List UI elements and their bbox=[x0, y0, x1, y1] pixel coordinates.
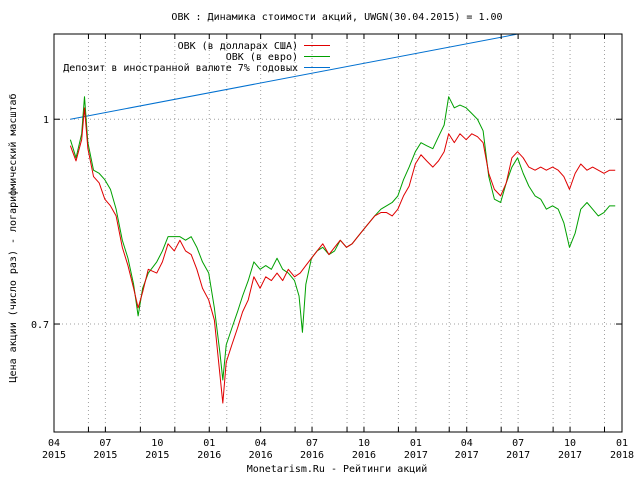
legend-label: OBK (в долларах США) bbox=[178, 41, 298, 52]
x-tick-label-year: 2018 bbox=[610, 450, 634, 461]
legend-label: Депозит в иностранной валюте 7% годовых bbox=[63, 62, 298, 74]
x-tick-label-month: 04 bbox=[48, 438, 60, 449]
chart-title: OBK : Динамика стоимости акций, UWGN(30.… bbox=[171, 11, 502, 23]
y-axis-title: Цена акции (число раз) - логарифмический… bbox=[7, 94, 19, 383]
x-tick-label-month: 07 bbox=[306, 438, 318, 449]
x-tick-label-year: 2015 bbox=[42, 450, 66, 461]
series-line bbox=[70, 34, 521, 120]
x-tick-label-month: 10 bbox=[151, 438, 163, 449]
axis-layer: 10.7042015072015102015012016042016072016… bbox=[31, 33, 634, 461]
x-tick-label-month: 10 bbox=[358, 438, 370, 449]
series-line bbox=[69, 107, 616, 404]
grid-layer bbox=[54, 34, 622, 432]
x-tick-label-year: 2016 bbox=[352, 450, 376, 461]
x-tick-label-year: 2017 bbox=[404, 450, 428, 461]
x-tick-label-month: 07 bbox=[512, 438, 524, 449]
x-tick-label-month: 01 bbox=[616, 438, 628, 449]
x-tick-label-year: 2017 bbox=[558, 450, 582, 461]
y-tick-label: 0.7 bbox=[31, 320, 49, 331]
legend: OBK (в долларах США)OBK (в евро)Депозит … bbox=[63, 41, 330, 74]
series-layer bbox=[69, 34, 616, 404]
x-tick-label-month: 04 bbox=[461, 438, 473, 449]
x-tick-label-year: 2015 bbox=[93, 450, 117, 461]
x-tick-label-year: 2017 bbox=[506, 450, 530, 461]
x-tick-label-month: 01 bbox=[203, 438, 215, 449]
x-tick-label-year: 2016 bbox=[300, 450, 324, 461]
x-tick-label-month: 10 bbox=[564, 438, 576, 449]
plot-border bbox=[53, 33, 623, 433]
x-tick-label-month: 04 bbox=[255, 438, 267, 449]
x-tick-label-month: 07 bbox=[99, 438, 111, 449]
x-axis-title: Monetarism.Ru - Рейтинги акций bbox=[247, 463, 428, 475]
legend-label: OBK (в евро) bbox=[226, 52, 298, 63]
x-tick-label-year: 2017 bbox=[455, 450, 479, 461]
x-tick-label-year: 2016 bbox=[197, 450, 221, 461]
series-line bbox=[69, 96, 616, 381]
x-tick-label-year: 2016 bbox=[249, 450, 273, 461]
x-tick-label-year: 2015 bbox=[145, 450, 169, 461]
x-tick-label-month: 01 bbox=[410, 438, 422, 449]
y-tick-label: 1 bbox=[43, 115, 49, 126]
